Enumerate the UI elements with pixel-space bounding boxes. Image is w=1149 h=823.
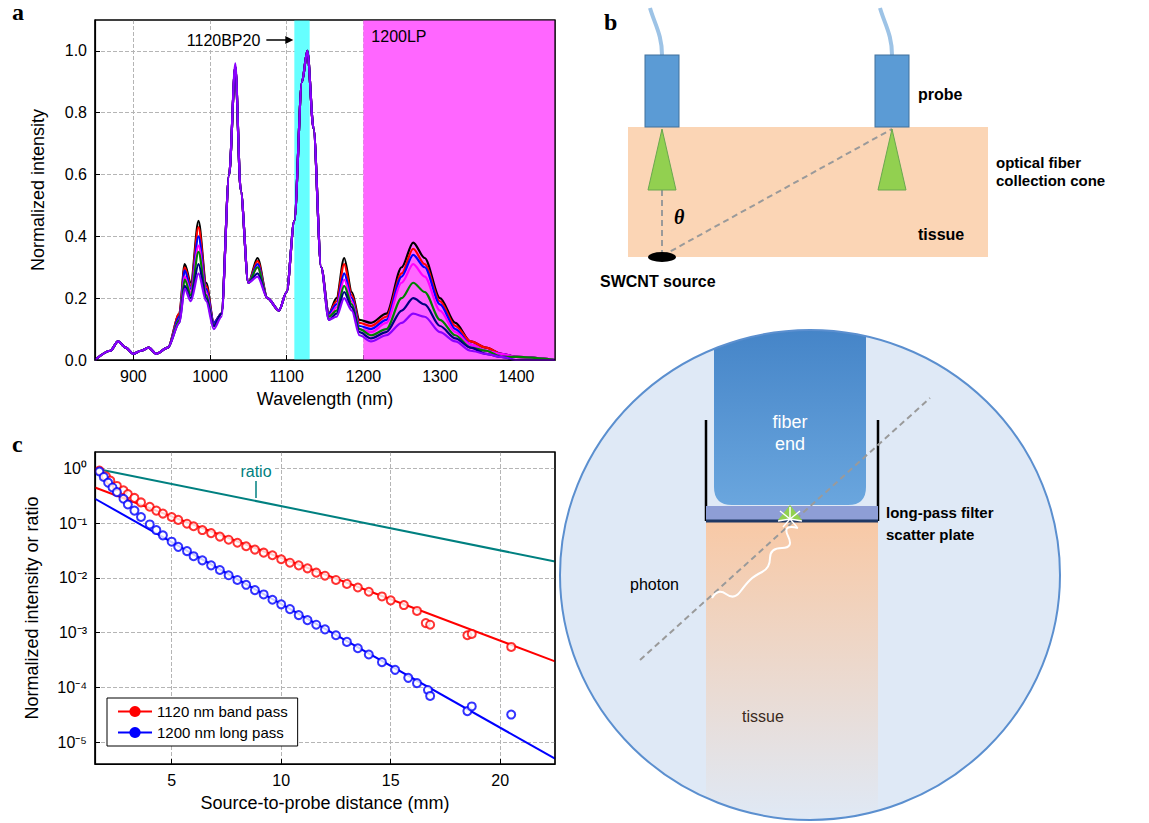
svg-text:ratio: ratio	[240, 463, 271, 480]
svg-text:tissue: tissue	[918, 226, 964, 243]
svg-text:0.6: 0.6	[65, 166, 87, 183]
svg-text:1200: 1200	[346, 368, 382, 385]
svg-text:1000: 1000	[192, 368, 228, 385]
svg-text:0.4: 0.4	[65, 228, 87, 245]
svg-text:1400: 1400	[499, 368, 535, 385]
svg-text:scatter plate: scatter plate	[886, 526, 974, 543]
svg-text:Source-to-probe distance (mm): Source-to-probe distance (mm)	[200, 793, 449, 813]
svg-text:a: a	[12, 0, 24, 25]
svg-text:Wavelength (nm): Wavelength (nm)	[257, 389, 393, 409]
svg-text:0.0: 0.0	[65, 352, 87, 369]
svg-text:1120 nm band pass: 1120 nm band pass	[157, 703, 288, 720]
svg-text:c: c	[12, 431, 23, 457]
svg-text:0.8: 0.8	[65, 104, 87, 121]
svg-text:fiberend: fiberend	[772, 412, 807, 454]
svg-text:15: 15	[382, 772, 400, 789]
svg-text:optical fibercollection cone: optical fibercollection cone	[996, 154, 1105, 189]
svg-text:1120BP20: 1120BP20	[187, 32, 261, 49]
svg-text:0.2: 0.2	[65, 290, 87, 307]
svg-text:10⁰: 10⁰	[63, 460, 87, 477]
svg-text:probe: probe	[918, 86, 963, 103]
svg-text:1.0: 1.0	[65, 42, 87, 59]
svg-text:20: 20	[491, 772, 509, 789]
svg-text:1300: 1300	[422, 368, 458, 385]
svg-text:10: 10	[272, 772, 290, 789]
svg-text:10⁻³: 10⁻³	[59, 624, 88, 641]
svg-text:1200 nm long pass: 1200 nm long pass	[157, 724, 284, 741]
svg-text:10⁻¹: 10⁻¹	[59, 515, 87, 532]
svg-text:θ: θ	[674, 206, 685, 228]
svg-text:b: b	[604, 9, 617, 35]
svg-text:Normalized intensity: Normalized intensity	[28, 109, 48, 271]
svg-text:tissue: tissue	[742, 708, 784, 725]
svg-text:long-pass filter: long-pass filter	[886, 504, 994, 521]
svg-text:10⁻⁴: 10⁻⁴	[57, 679, 87, 696]
svg-text:1100: 1100	[269, 368, 304, 385]
svg-text:10⁻²: 10⁻²	[59, 569, 88, 586]
svg-text:900: 900	[120, 368, 147, 385]
svg-text:10⁻⁵: 10⁻⁵	[58, 734, 87, 751]
svg-text:1200LP: 1200LP	[371, 28, 426, 45]
svg-text:Normalized intensity or ratio: Normalized intensity or ratio	[22, 496, 42, 719]
svg-text:SWCNT source: SWCNT source	[600, 273, 716, 290]
svg-text:5: 5	[167, 772, 176, 789]
svg-text:photon: photon	[630, 576, 679, 593]
